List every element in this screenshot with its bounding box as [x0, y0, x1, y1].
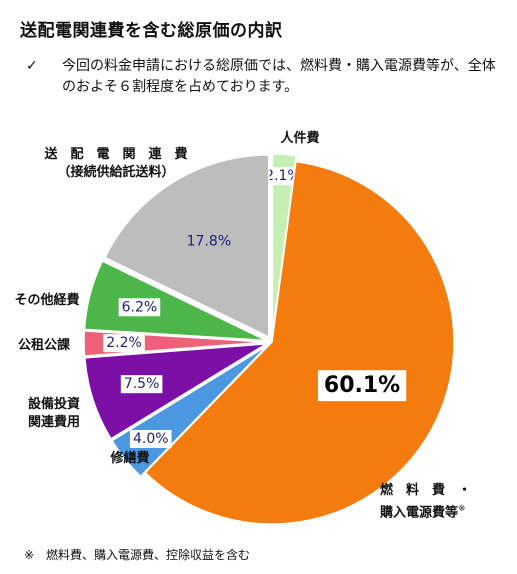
chart-title: 送配電関連費を含む総原価の内訳: [20, 21, 283, 41]
slice-value-box: [118, 298, 161, 317]
slice-value-label: 60.1%: [324, 373, 400, 398]
slice-value-box: [120, 375, 163, 394]
footnote: ※ 燃料費、購入電源費、控除収益を含む: [24, 548, 251, 562]
label-tax: 公租公課: [17, 338, 70, 353]
check-icon: ✓: [26, 58, 38, 74]
summary-text: 今回の料金申請における総原価では、燃料費・購入電源費等が、全体のおよそ６割程度を…: [62, 58, 496, 95]
label-fuel-line1: 燃 料 費 ・: [380, 483, 472, 498]
label-transmission-line1: 送 配 電 関 連 費: [44, 147, 188, 162]
slice-value-box: [103, 334, 145, 353]
slice-value-label: 4.0%: [133, 431, 169, 447]
label-repair: 修繕費: [110, 451, 150, 466]
slice-value-label: 6.2%: [122, 299, 158, 315]
slice-value-box: [129, 429, 172, 448]
label-capex: 設備投資 関連費用: [14, 396, 94, 432]
pie-slice: [84, 343, 267, 440]
pie-slice: [144, 160, 455, 525]
slice-value-box: [317, 370, 407, 402]
slice-value-label: 7.5%: [124, 376, 160, 392]
label-personnel: 人件費: [280, 131, 320, 146]
label-other: その他経費: [14, 293, 80, 308]
slice-value-label: 2.1%: [265, 168, 301, 184]
label-transmission: 送 配 電 関 連 費 （接続供給託送料）: [36, 146, 196, 182]
label-transmission-line2: （接続供給託送料）: [57, 165, 175, 180]
label-fuel: 燃 料 費 ・ 購入電源費等※: [380, 482, 508, 522]
pie-slice: [104, 154, 270, 339]
pie-slice: [83, 260, 267, 342]
label-fuel-mark: ※: [458, 504, 466, 514]
label-fuel-line2: 購入電源費等: [380, 505, 459, 521]
label-capex-line2: 関連費用: [27, 415, 80, 430]
slice-value-label: 17.8%: [187, 233, 231, 249]
label-capex-line1: 設備投資: [27, 397, 80, 412]
slice-value-label: 2.2%: [106, 335, 142, 351]
